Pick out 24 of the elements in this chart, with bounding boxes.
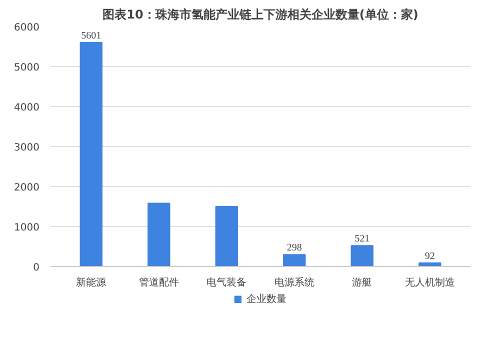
x-tick-label: 管道配件 [138,276,179,288]
y-tick-label: 1000 [14,222,40,234]
legend-label: 企业数量 [246,292,286,306]
y-tick-label: 3000 [14,142,40,154]
x-tick-label: 无人机制造 [404,276,455,288]
x-tick-label: 电气装备 [206,276,247,288]
y-tick-label: 5000 [14,62,40,74]
x-tick-label: 新能源 [76,276,106,288]
x-tick-label: 电源系统 [274,276,314,288]
bar [350,245,374,266]
data-label: 521 [354,234,370,245]
x-tick-label: 游艇 [352,276,372,288]
bar [80,42,102,266]
data-label: 298 [286,242,302,254]
chart-title: 图表10：珠海市氢能产业链上下游相关企业数量(单位：家) [102,8,418,22]
y-tick-label: 6000 [14,22,40,34]
data-label: 5601 [81,30,102,42]
y-tick-label: 2000 [14,182,40,194]
bar [283,254,306,266]
bar [148,202,170,266]
y-tick-label: 4000 [14,102,40,114]
y-tick-label: 0 [33,262,40,274]
data-label: 92 [424,250,435,262]
bar [215,206,238,266]
